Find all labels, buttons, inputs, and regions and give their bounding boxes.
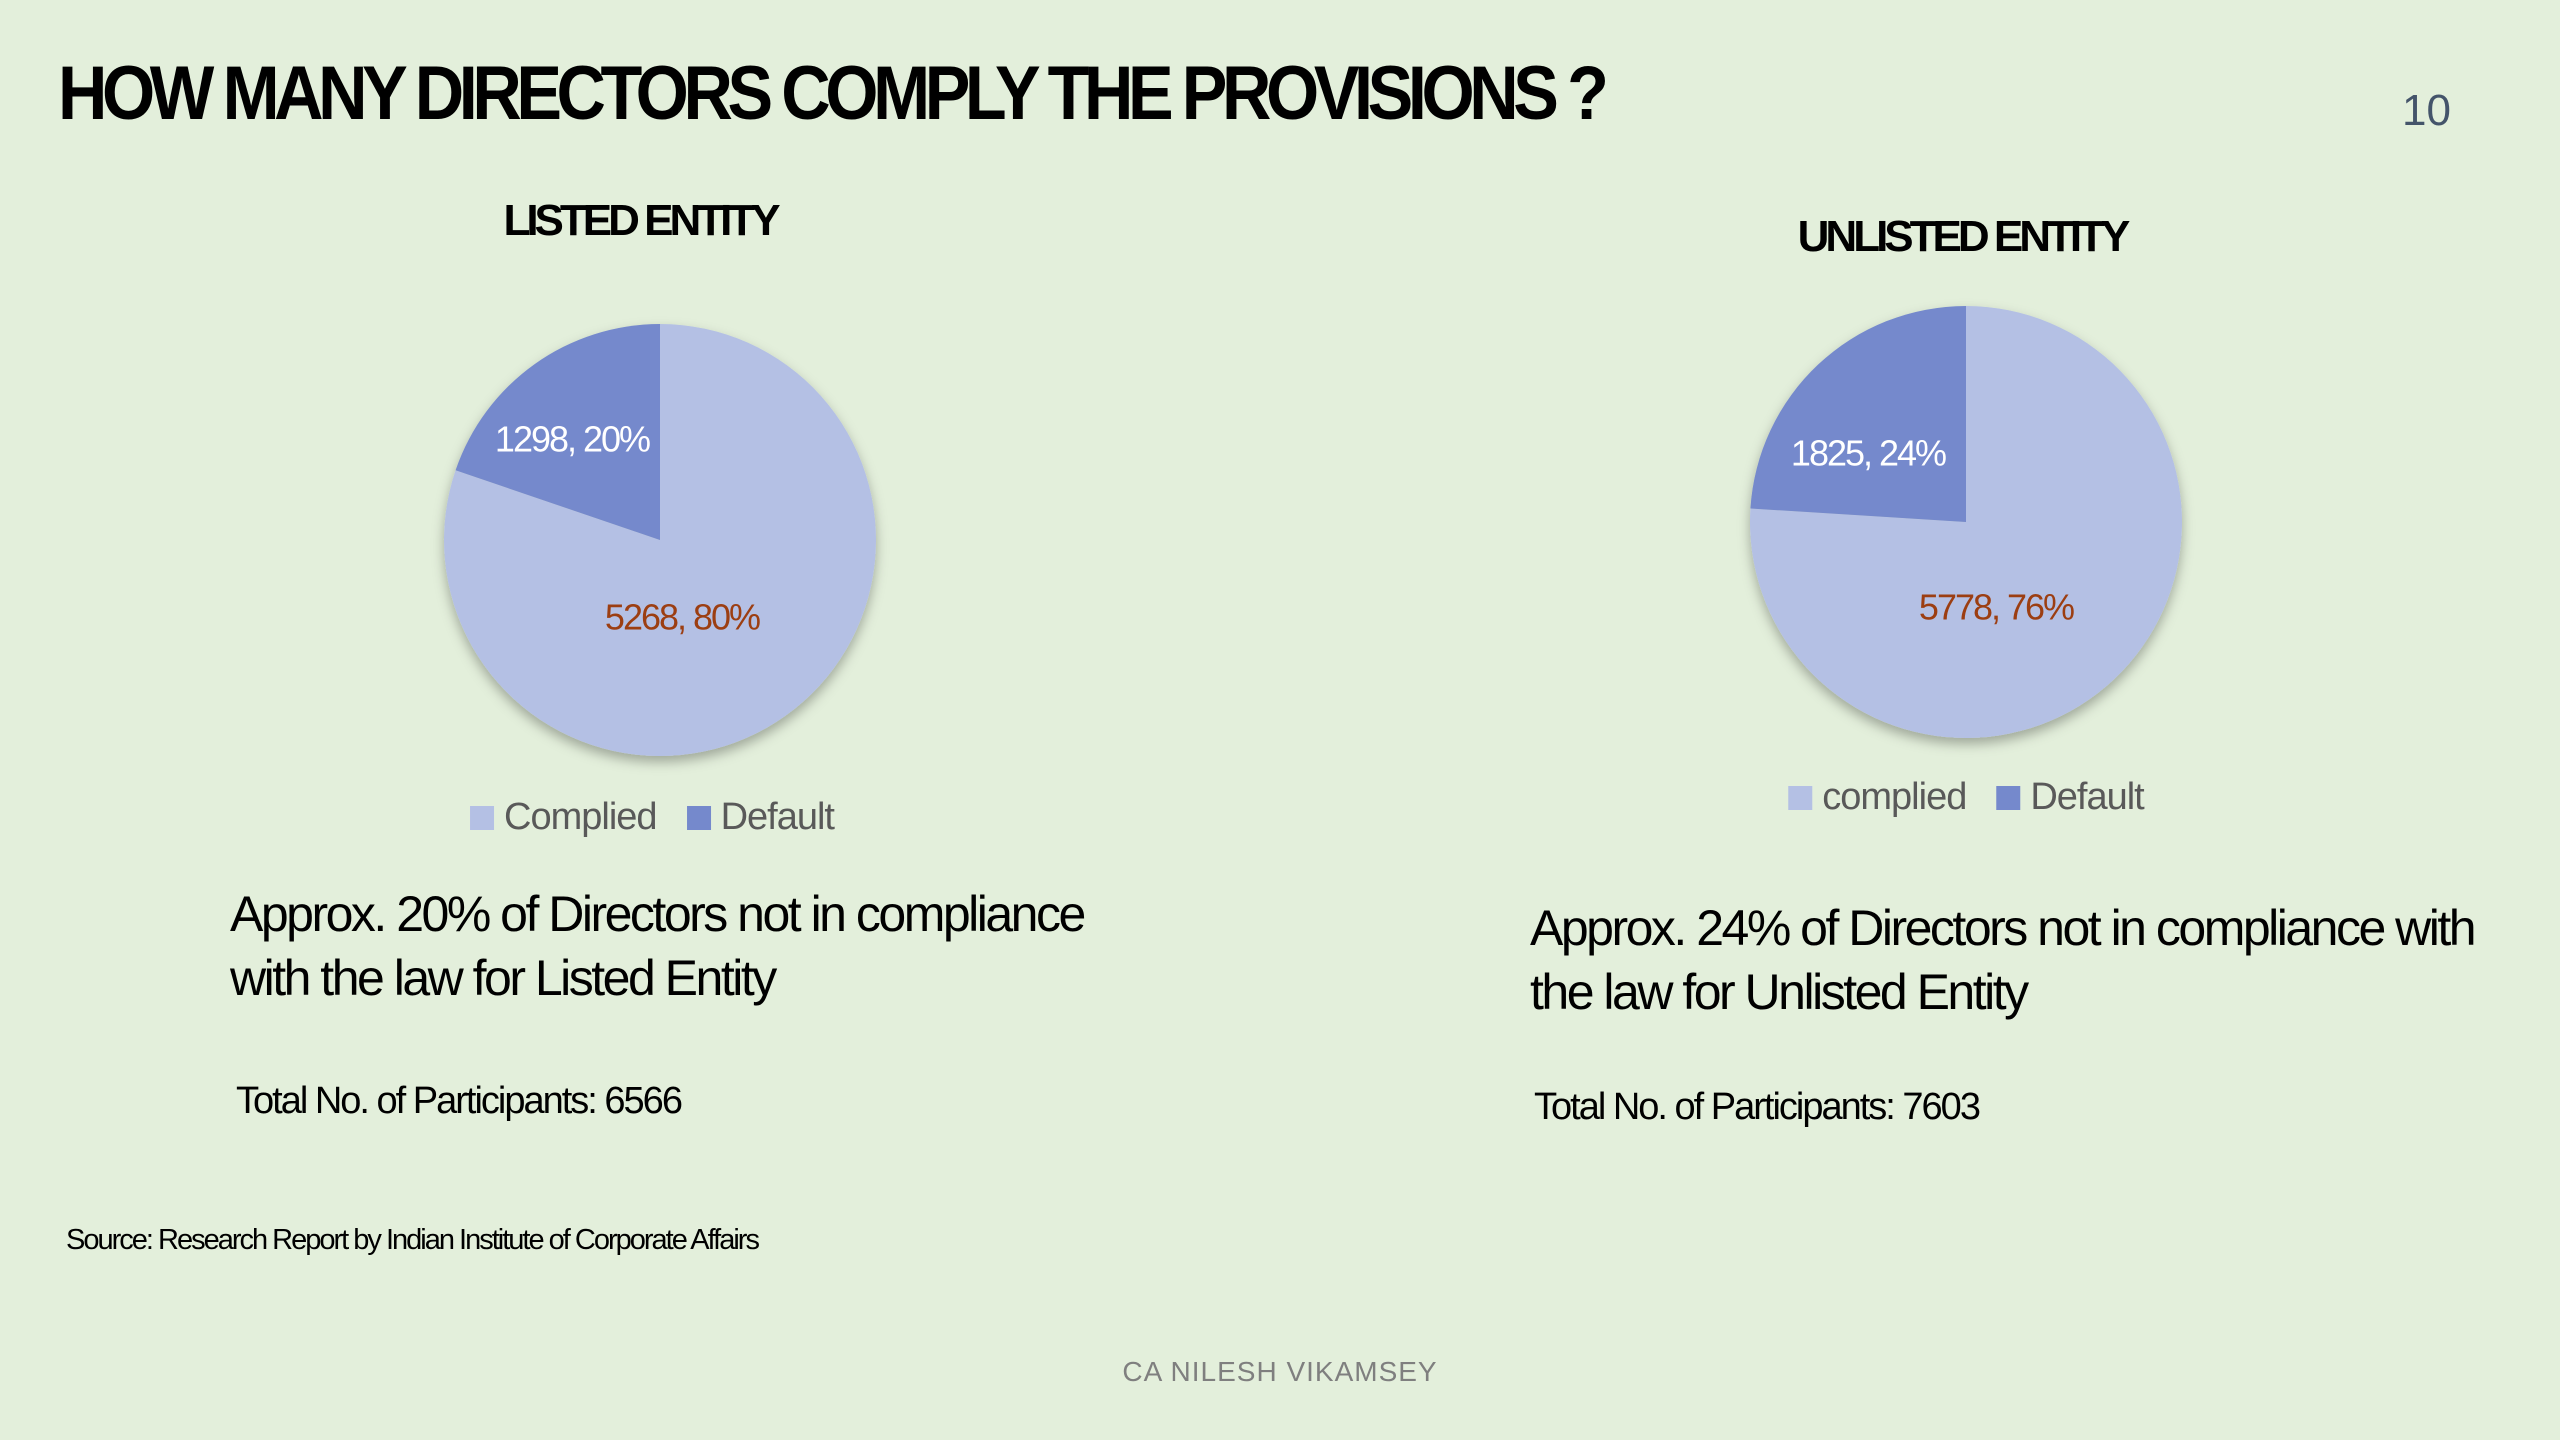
- note-listed-line-1: Approx. 20% of Directors not in complian…: [230, 886, 1086, 942]
- legend-item-default: Default: [1996, 776, 2145, 819]
- legend-label-complied: Complied: [504, 796, 658, 838]
- pie-slice-complied: [444, 324, 876, 756]
- legend-label-complied: complied: [1822, 776, 1967, 818]
- total-participants-unlisted: Total No. of Participants: 7603: [1534, 1086, 1981, 1128]
- legend-label-default: Default: [2030, 776, 2144, 818]
- legend-unlisted: complied Default: [1788, 776, 2145, 819]
- slide-title: HOW MANY DIRECTORS COMPLY THE PROVISIONS…: [58, 51, 1609, 136]
- pie-slice-default: [455, 324, 660, 540]
- legend-swatch-default: [1996, 785, 2021, 810]
- legend-listed: Complied Default: [470, 796, 835, 839]
- slide-number: 10: [2402, 86, 2451, 135]
- note-listed: Approx. 20% of Directors not in complian…: [230, 882, 1086, 1010]
- data-label-default: 1825, 24%: [1791, 433, 1946, 474]
- footer-author: CA NILESH VIKAMSEY: [1122, 1356, 1438, 1387]
- note-unlisted-line-2: the law for Unlisted Entity: [1530, 964, 2029, 1020]
- note-unlisted: Approx. 24% of Directors not in complian…: [1530, 896, 2477, 1024]
- total-participants-listed: Total No. of Participants: 6566: [236, 1080, 683, 1122]
- note-unlisted-line-1: Approx. 24% of Directors not in complian…: [1530, 900, 2477, 956]
- data-label-default: 1298, 20%: [495, 419, 650, 460]
- legend-swatch-complied: [470, 805, 495, 830]
- legend-item-complied: complied: [1788, 776, 1967, 819]
- legend-swatch-complied: [1788, 785, 1813, 810]
- pie-slice-default: [1750, 306, 1966, 522]
- data-label-complied: 5778, 76%: [1919, 587, 2074, 628]
- legend-item-complied: Complied: [470, 796, 658, 839]
- legend-item-default: Default: [686, 796, 835, 839]
- source-note: Source: Research Report by Indian Instit…: [66, 1224, 760, 1256]
- data-label-complied: 5268, 80%: [605, 597, 760, 638]
- legend-label-default: Default: [720, 796, 835, 838]
- note-listed-line-2: with the law for Listed Entity: [230, 950, 777, 1006]
- pie-slice-complied: [1750, 306, 2182, 738]
- legend-swatch-default: [686, 805, 711, 830]
- chart-title-unlisted: UNLISTED ENTITY: [1797, 212, 2131, 261]
- chart-title-listed: LISTED ENTITY: [503, 196, 780, 245]
